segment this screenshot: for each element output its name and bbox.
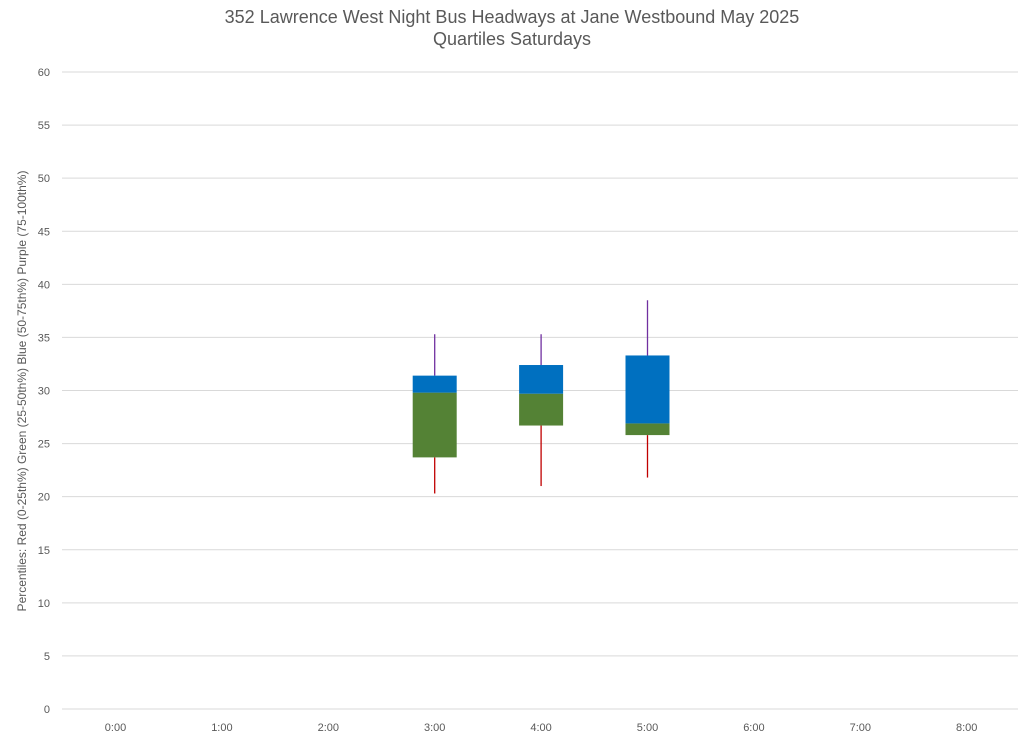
chart-title: 352 Lawrence West Night Bus Headways at …	[224, 7, 800, 27]
gridlines	[62, 71, 1018, 710]
y-tick-label: 20	[38, 492, 50, 504]
lower-quartile-box	[625, 423, 670, 436]
x-tick-label: 8:00	[956, 722, 977, 734]
x-axis-tick-labels: 0:00 1:00 2:00 3:00 4:00 5:00 6:00 7:00 8:00	[105, 722, 978, 734]
y-tick-label: 15	[38, 545, 50, 557]
y-tick-label: 10	[38, 598, 50, 610]
chart-title-block: 352 Lawrence West Night Bus Headways at …	[0, 6, 1024, 50]
x-tick-label: 1:00	[211, 722, 232, 734]
x-tick-label: 5:00	[637, 722, 658, 734]
y-axis-label: Percentiles: Red (0-25th%) Green (25-50t…	[15, 171, 29, 612]
y-tick-label: 5	[44, 651, 50, 663]
x-tick-label: 4:00	[530, 722, 551, 734]
chart-subtitle: Quartiles Saturdays	[432, 29, 592, 49]
y-tick-label: 55	[38, 120, 50, 132]
x-tick-label: 3:00	[424, 722, 445, 734]
lower-quartile-box	[519, 393, 564, 426]
y-tick-label: 30	[38, 386, 50, 398]
upper-quartile-box	[519, 365, 564, 394]
upper-quartile-box	[625, 355, 670, 424]
x-tick-label: 2:00	[318, 722, 339, 734]
box-series	[412, 300, 670, 494]
upper-quartile-box	[412, 375, 457, 393]
y-tick-label: 45	[38, 226, 50, 238]
y-axis-tick-labels: 0 5 10 15 20 25 30 35 40 45 50 55 60	[38, 67, 50, 716]
lower-quartile-box	[412, 392, 457, 458]
y-tick-label: 25	[38, 439, 50, 451]
x-tick-label: 6:00	[743, 722, 764, 734]
y-tick-label: 0	[44, 704, 50, 716]
y-tick-label: 60	[38, 67, 50, 79]
x-tick-label: 7:00	[850, 722, 871, 734]
y-tick-label: 40	[38, 279, 50, 291]
x-tick-label: 0:00	[105, 722, 126, 734]
y-tick-label: 35	[38, 332, 50, 344]
y-tick-label: 50	[38, 173, 50, 185]
